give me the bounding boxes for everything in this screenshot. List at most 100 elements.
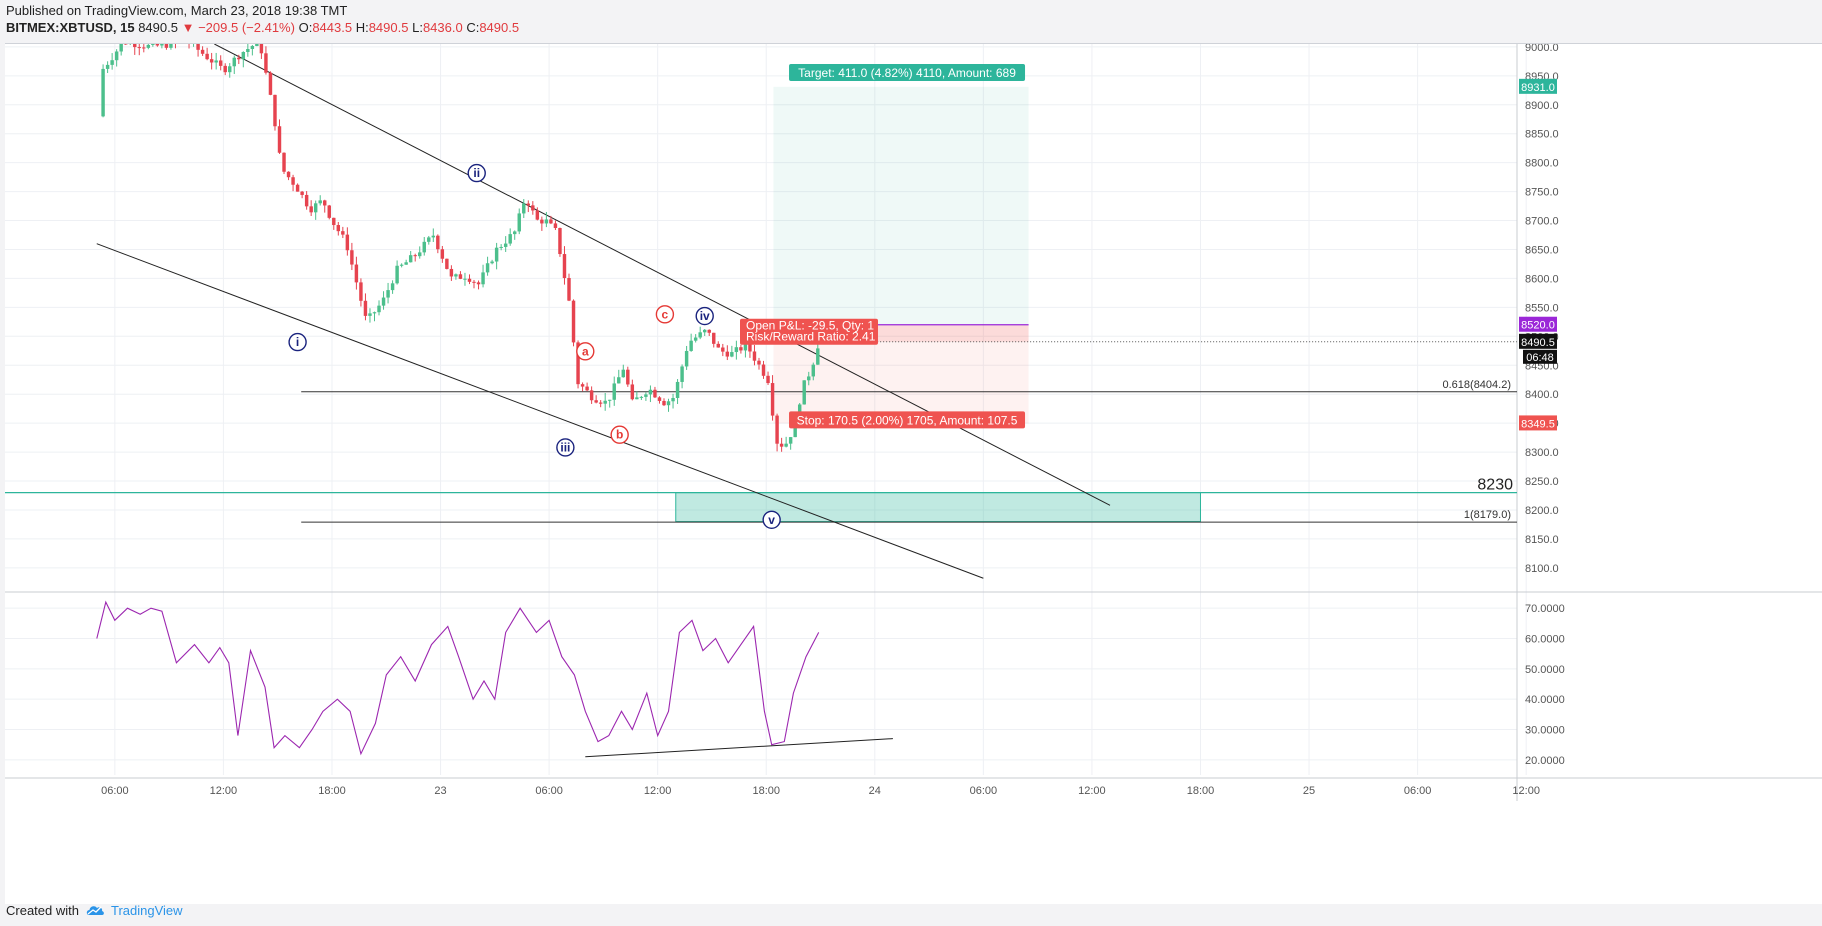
candle-body xyxy=(214,60,218,63)
candle-body xyxy=(323,200,327,206)
wave-label-circle xyxy=(556,438,575,457)
candle-body xyxy=(499,246,503,248)
candle-body xyxy=(228,66,232,73)
wave-label-circle xyxy=(610,425,629,444)
candle-body xyxy=(413,255,417,257)
candle-body xyxy=(725,351,730,357)
wave-label-a: a xyxy=(582,344,589,358)
candle-body xyxy=(721,347,725,352)
candle-body xyxy=(327,205,331,218)
wave-label-circle xyxy=(695,306,714,326)
trendline xyxy=(96,243,984,579)
candle-body xyxy=(467,278,472,282)
candle-body xyxy=(200,49,205,54)
chart-area[interactable]: 9000.0 8950.0 8900.0 8850.0 8800.0 8750.0 8700… xyxy=(5,33,1822,904)
candle-body xyxy=(603,400,607,404)
candle-body xyxy=(300,191,304,195)
wave-label-circle xyxy=(288,332,307,352)
price-tick-label: 8550.0 xyxy=(1525,302,1559,314)
candle-body xyxy=(535,210,540,220)
open-label: O: xyxy=(298,20,313,35)
candle-body xyxy=(684,350,689,367)
tradingview-brand[interactable]: TradingView xyxy=(110,902,183,918)
candle-body xyxy=(268,72,273,95)
candle-body xyxy=(571,300,576,343)
candle-body xyxy=(386,290,390,298)
high-value: 8490.5 xyxy=(368,20,409,35)
last-price-tag: 8490.5 xyxy=(1521,337,1555,349)
rsi-tick-label: 60.0000 xyxy=(1525,634,1565,646)
candle-body xyxy=(553,223,558,229)
chart-svg[interactable]: 9000.08950.08900.08850.08800.08750.08700… xyxy=(5,33,1822,904)
candle-body xyxy=(282,152,286,172)
candle-body xyxy=(259,39,264,54)
candle-body xyxy=(255,39,259,46)
target-price-tag-bg xyxy=(1519,78,1557,94)
candle-body xyxy=(779,443,784,447)
candle-body xyxy=(807,376,811,381)
candle-body xyxy=(757,360,761,365)
wave-label-ii: ii xyxy=(473,166,480,180)
time-tick-label: 18:00 xyxy=(752,785,780,797)
last-price-tag-bg xyxy=(1519,333,1557,349)
candle-body xyxy=(526,203,531,206)
candle-body xyxy=(666,401,671,406)
candle-body xyxy=(223,65,227,73)
candle-body xyxy=(463,278,467,280)
time-tick-label: 06:00 xyxy=(970,785,998,797)
price-tick-label: 8900.0 xyxy=(1525,100,1559,112)
candle-body xyxy=(702,329,707,333)
candle-body xyxy=(549,219,553,224)
candle-body xyxy=(246,48,250,53)
candle-body xyxy=(630,384,635,400)
wave-label-iii: iii xyxy=(560,440,570,454)
candle-body xyxy=(146,44,151,48)
candle-body xyxy=(481,272,485,285)
candle-body xyxy=(137,47,141,49)
candle-body xyxy=(458,274,463,279)
ohlc-line: BITMEX:XBTUSD, 15 8490.5 ▼ −209.5 (−2.41… xyxy=(6,19,519,36)
candle-body xyxy=(589,390,594,401)
time-tick-label: 23 xyxy=(434,785,446,797)
countdown-bg xyxy=(1523,349,1557,364)
wave-label-circle xyxy=(655,305,675,324)
price-tick-label: 8150.0 xyxy=(1525,534,1559,546)
candle-body xyxy=(232,57,236,67)
candle-body xyxy=(372,312,377,314)
entry-price-tag: 8520.0 xyxy=(1521,320,1555,332)
candle-body xyxy=(522,203,526,214)
candle-body xyxy=(445,258,449,269)
candle-body xyxy=(657,397,662,401)
rsi-tick-label: 30.0000 xyxy=(1525,725,1565,737)
candle-body xyxy=(775,415,779,444)
rsi-tick-label: 40.0000 xyxy=(1525,694,1565,706)
candle-body xyxy=(390,283,395,291)
rr-label: Risk/Reward Ratio: 2.41 xyxy=(746,330,876,344)
candle-body xyxy=(675,381,680,398)
time-tick-label: 06:00 xyxy=(535,785,563,797)
candle-body xyxy=(160,42,164,46)
candle-body xyxy=(598,402,603,404)
candle-body xyxy=(105,64,110,69)
published-line: Published on TradingView.com, March 23, … xyxy=(6,3,348,18)
candle-body xyxy=(472,281,476,283)
candle-body xyxy=(377,305,381,313)
candle-body xyxy=(816,348,820,365)
candle-body xyxy=(766,375,770,384)
chart-header: Published on TradingView.com, March 23, … xyxy=(6,2,519,36)
candle-body xyxy=(205,53,209,60)
fib-level-label: 1(8179.0) xyxy=(1464,509,1511,521)
candle-body xyxy=(476,282,481,285)
close-value: 8490.5 xyxy=(479,20,520,35)
support-zone xyxy=(675,492,1201,523)
price-tick-label: 8700.0 xyxy=(1525,216,1559,228)
time-tick-label: 12:00 xyxy=(644,785,672,797)
candle-body xyxy=(133,41,137,48)
symbol-label[interactable]: BITMEX:XBTUSD, 15 xyxy=(6,20,135,35)
tradingview-cloud-icon xyxy=(86,906,104,915)
time-tick-label: 18:00 xyxy=(318,785,346,797)
candle-body xyxy=(743,342,748,351)
candle-body xyxy=(110,60,114,65)
change-arrow-icon: ▼ xyxy=(181,20,195,35)
candle-body xyxy=(558,228,562,255)
